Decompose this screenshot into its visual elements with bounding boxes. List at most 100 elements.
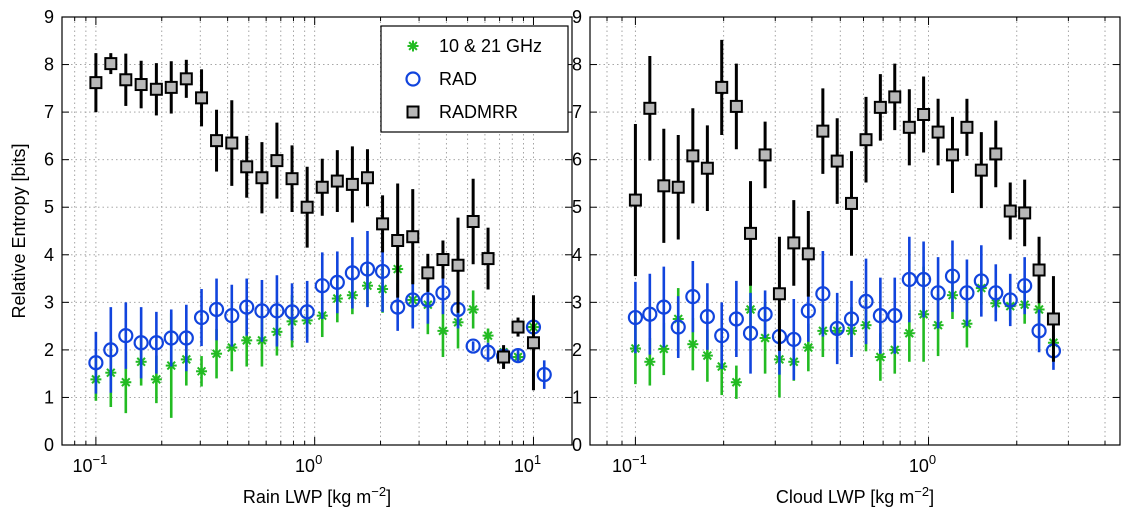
data-point — [1003, 204, 1017, 218]
data-point — [887, 308, 903, 324]
grid — [589, 17, 1120, 445]
data-point — [901, 271, 917, 288]
data-point — [728, 311, 744, 327]
data-point — [435, 285, 451, 301]
data-point — [903, 327, 915, 339]
data-point — [930, 285, 946, 301]
x-axis-title: Cloud LWP [kg m−2] — [776, 484, 934, 507]
data-point — [786, 331, 802, 348]
data-point — [193, 309, 210, 326]
y-tick-label: 0 — [44, 435, 54, 455]
data-point — [467, 303, 479, 315]
data-point — [1017, 278, 1033, 294]
data-point — [150, 373, 162, 385]
data-point — [526, 336, 540, 350]
data-point — [329, 274, 345, 290]
data-point — [225, 136, 239, 150]
data-point — [284, 304, 300, 320]
x-axis-title: Rain LWP [kg m−2] — [243, 484, 391, 507]
data-point — [330, 174, 344, 188]
series-rad — [627, 236, 1062, 380]
cloud-lwp-panel: 0 1 2 3 4 5 6 7 8 9 10−1 100 Cloud LWP [kg m−2] — [572, 7, 1121, 507]
data-point — [815, 286, 831, 302]
data-point — [800, 303, 816, 319]
data-point — [1046, 312, 1060, 326]
data-point — [1031, 323, 1047, 339]
data-point — [148, 335, 164, 351]
data-point — [344, 265, 360, 281]
y-tick-label: 2 — [44, 340, 54, 360]
data-point — [670, 319, 686, 335]
data-point — [118, 328, 134, 344]
data-point — [687, 338, 699, 350]
data-point — [700, 161, 714, 175]
data-point — [843, 311, 860, 327]
data-point — [802, 342, 814, 354]
data-point — [224, 308, 240, 324]
data-point — [178, 330, 194, 346]
data-point — [482, 330, 494, 342]
x-tick-label: 100 — [295, 452, 322, 476]
data-point — [858, 293, 874, 309]
data-point — [959, 285, 975, 301]
y-tick-label: 1 — [44, 387, 54, 407]
data-point — [744, 226, 758, 240]
data-point — [872, 308, 888, 324]
data-point — [149, 82, 163, 96]
data-point — [179, 72, 193, 86]
data-point — [208, 301, 225, 318]
data-point — [345, 177, 359, 191]
data-point — [1018, 206, 1032, 220]
data-point — [510, 347, 526, 364]
data-point — [466, 214, 480, 228]
data-point — [299, 304, 315, 320]
data-point — [451, 258, 465, 272]
data-point — [742, 325, 759, 341]
ticks — [61, 16, 572, 446]
data-point — [420, 292, 436, 308]
data-point — [844, 196, 858, 210]
data-point — [960, 120, 974, 134]
y-tick-label: 0 — [572, 435, 582, 455]
data-point — [465, 338, 481, 354]
data-point — [240, 160, 254, 174]
data-point — [406, 230, 420, 244]
data-point — [376, 217, 390, 231]
data-point — [917, 107, 931, 121]
y-axis-title: Relative Entropy [bits] — [9, 143, 29, 318]
data-point — [730, 376, 742, 388]
data-point — [801, 247, 815, 261]
y-tick-label: 7 — [572, 102, 582, 122]
y-tick-label: 7 — [44, 102, 54, 122]
data-point — [685, 289, 701, 305]
data-point — [511, 320, 525, 334]
y-tick-label: 4 — [44, 245, 54, 265]
data-point — [359, 261, 376, 277]
ticks — [589, 16, 1120, 446]
data-point — [239, 299, 255, 315]
axes-frame — [589, 16, 1121, 446]
data-point — [210, 134, 224, 148]
y-tick-label: 8 — [572, 55, 582, 75]
data-point — [657, 179, 671, 193]
legend-marker — [405, 71, 421, 87]
y-tick-label: 9 — [572, 7, 582, 27]
x-tick-label: 10−1 — [612, 452, 647, 476]
data-point — [644, 356, 656, 368]
data-point — [119, 73, 133, 87]
data-point — [241, 334, 253, 346]
data-point — [715, 80, 729, 94]
data-point — [360, 171, 374, 185]
data-point — [829, 320, 845, 337]
y-tick-label: 3 — [44, 292, 54, 312]
data-point — [421, 266, 435, 280]
data-point — [437, 325, 449, 337]
data-point — [701, 350, 713, 362]
data-point — [643, 101, 657, 115]
data-point — [686, 149, 700, 163]
data-point — [1032, 263, 1046, 277]
data-point — [642, 306, 658, 322]
y-tick-label: 5 — [572, 197, 582, 217]
data-point — [103, 342, 119, 358]
